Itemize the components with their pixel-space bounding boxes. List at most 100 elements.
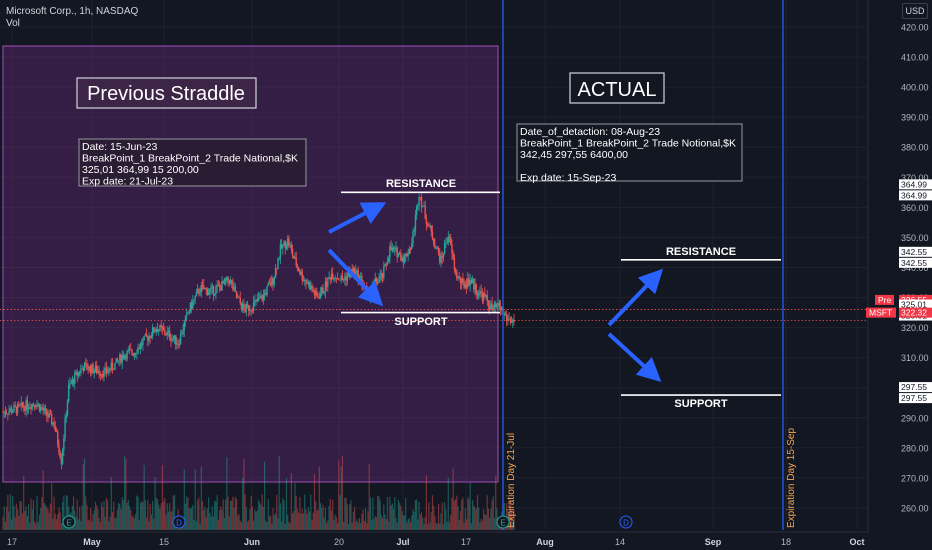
volume-bar [186, 496, 188, 530]
candle-body [85, 363, 87, 364]
previous-title: Previous Straddle [87, 83, 245, 105]
candle-body [229, 280, 232, 284]
candle-body [193, 299, 195, 302]
volume-bar [268, 516, 271, 530]
candle-body [40, 407, 42, 412]
candle-body [131, 349, 133, 354]
candle-body [486, 295, 488, 302]
volume-bar [72, 496, 75, 530]
candle-body [22, 406, 25, 408]
volume-bar [65, 495, 67, 530]
volume-bar [290, 473, 292, 530]
volume-bar [424, 517, 426, 530]
candle-body [360, 276, 362, 277]
candle-body [165, 333, 167, 336]
volume-bar [333, 519, 335, 530]
volume-bar [32, 500, 35, 530]
volume-bar [411, 515, 413, 530]
volume-bar [249, 509, 251, 530]
volume-bar [375, 517, 378, 530]
candle-body [263, 293, 266, 295]
candle-body [211, 285, 213, 288]
volume-bar [484, 514, 486, 530]
volume-bar [492, 496, 494, 530]
volume-bar [239, 520, 241, 530]
price-tag-text: MSFT [869, 308, 892, 318]
volume-bar [152, 501, 154, 530]
volume-bar [306, 513, 308, 530]
symbol-title[interactable]: Microsoft Corp., 1h, NASDAQ [6, 6, 139, 17]
candle-body [204, 288, 206, 290]
volume-bar [211, 506, 213, 530]
volume-bar [413, 512, 415, 530]
volume-bar [59, 512, 61, 530]
volume-bar [274, 513, 277, 530]
currency-badge[interactable]: USD [902, 3, 928, 19]
volume-bar [386, 497, 389, 530]
volume-bar [409, 522, 412, 530]
volume-bar [223, 517, 226, 530]
candle-body [386, 261, 389, 265]
candle-body [465, 284, 468, 288]
volume-bar [360, 523, 362, 530]
price-badge-text: 322.32 [901, 308, 927, 318]
event-marker-circle [172, 515, 186, 529]
volume-bar [25, 506, 27, 530]
volume-bar [361, 513, 363, 530]
candle-body [192, 301, 194, 309]
volume-bar [326, 522, 328, 530]
candle-body [32, 403, 35, 405]
volume-bar [495, 475, 497, 530]
volume-bar [153, 518, 155, 530]
volume-bar [385, 519, 387, 530]
volume-bar [318, 466, 320, 530]
y-tick-label: 350.00 [901, 233, 929, 243]
volume-bar [99, 521, 101, 530]
volume-bar [334, 514, 336, 530]
volume-bar [136, 495, 138, 530]
candle-body [35, 406, 37, 408]
candle-body [325, 281, 328, 288]
volume-bar [12, 496, 14, 530]
price-badge-bg [899, 190, 932, 201]
candle-body [291, 248, 294, 256]
volume-bar [389, 496, 391, 530]
volume-bar [434, 516, 436, 530]
volume-bar [446, 522, 448, 530]
event-marker: D [172, 515, 186, 529]
volume-bar [199, 523, 201, 530]
candle-body [54, 426, 57, 431]
volume-bar [236, 499, 238, 530]
candle-body [119, 354, 121, 361]
candle-body [218, 284, 221, 287]
volume-bar [17, 509, 19, 530]
candle-body [279, 244, 282, 258]
volume-bar [31, 509, 33, 530]
candle-body [198, 289, 200, 294]
candle-body [417, 205, 419, 207]
volume-bar [203, 510, 205, 530]
volume-bar [214, 500, 216, 530]
candle-body [80, 368, 82, 374]
candle-body [473, 279, 475, 290]
volume-bar [35, 523, 37, 530]
candle-body [295, 257, 297, 266]
candle-body [322, 287, 324, 294]
candle-body [358, 276, 361, 282]
candle-body [158, 329, 160, 332]
volume-bar [255, 511, 257, 530]
volume-bar [132, 515, 134, 530]
volume-bar [147, 499, 149, 530]
candle-body [345, 276, 347, 281]
volume-bar [60, 523, 62, 530]
candle-body [125, 355, 127, 360]
x-tick-label: 17 [7, 537, 17, 547]
candle-body [147, 336, 149, 341]
volume-bar [46, 507, 48, 530]
volume-bar [198, 497, 200, 530]
volume-bar [114, 518, 116, 530]
candle-body [379, 275, 381, 280]
volume-bar [278, 455, 280, 530]
volume-bar [76, 499, 78, 530]
